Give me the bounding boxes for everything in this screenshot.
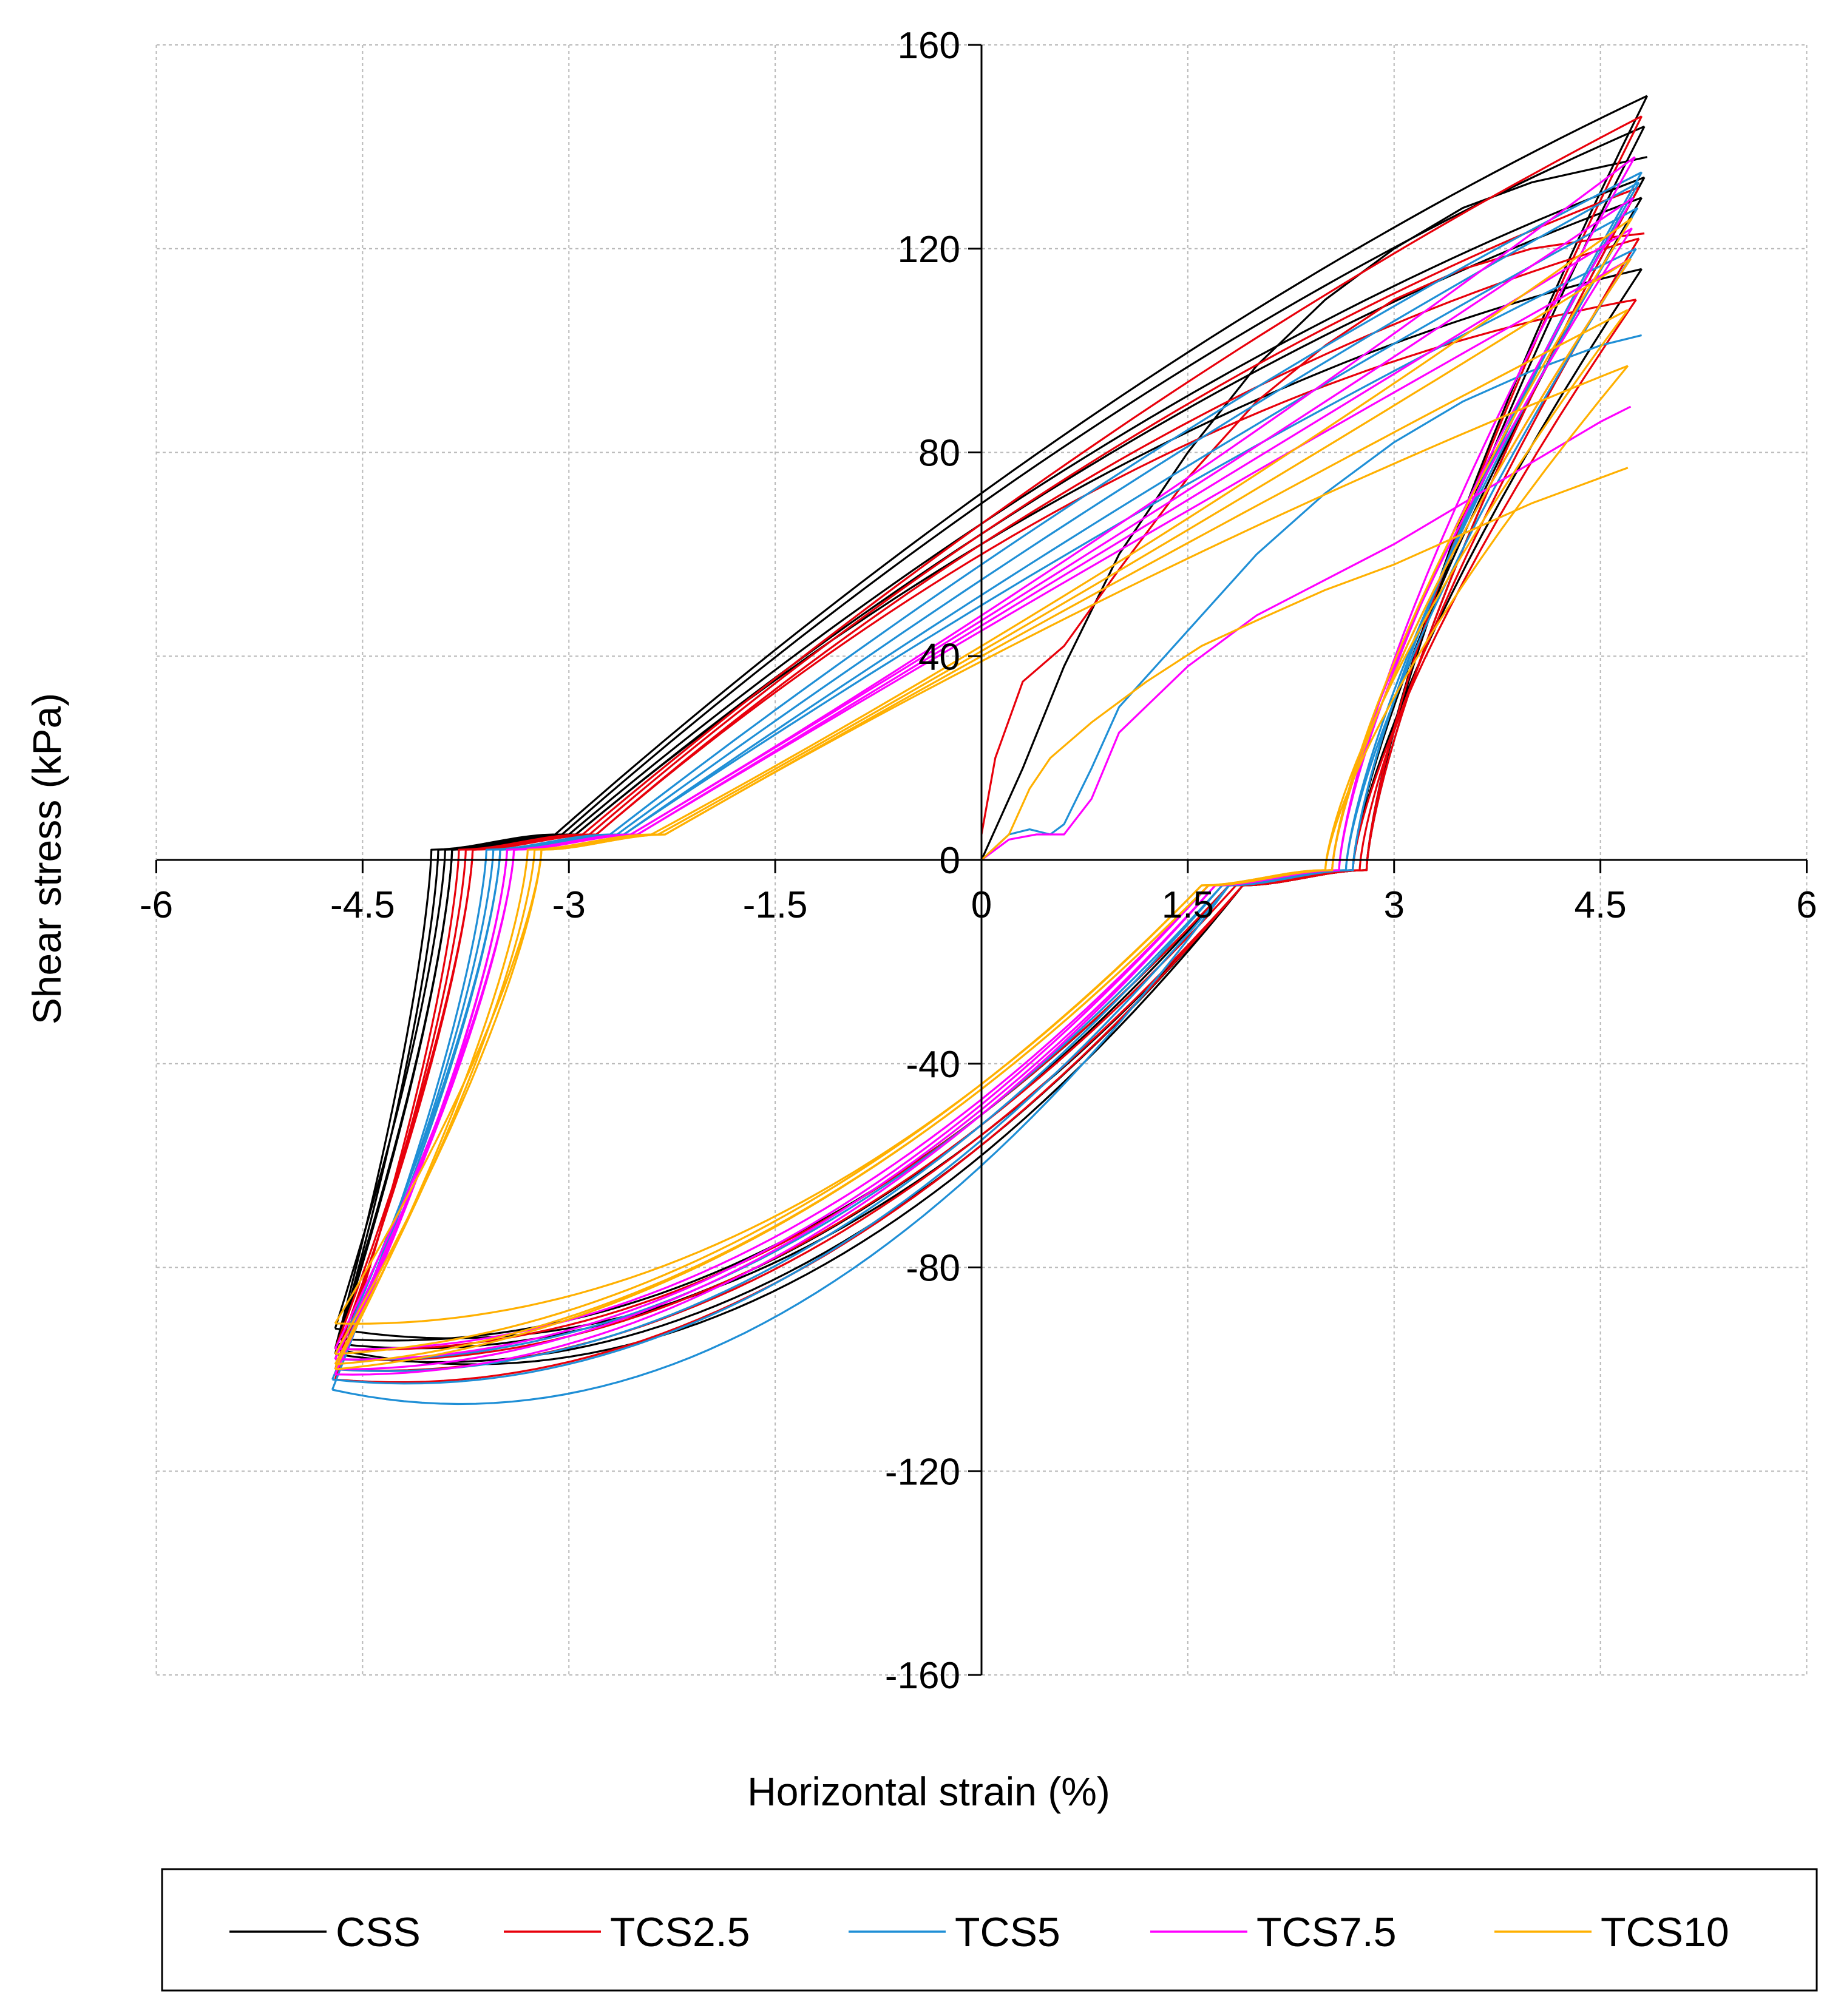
legend-label: TCS2.5 [610, 1909, 750, 1955]
x-tick-label: 3 [1384, 884, 1405, 926]
legend-box [161, 1868, 1818, 1992]
y-tick-label: 40 [918, 636, 960, 678]
reloading-branch-line [334, 125, 1645, 1355]
reloading-branch-line [334, 258, 1632, 1365]
y-tick-label: -160 [885, 1655, 960, 1697]
y-tick-label: -80 [906, 1248, 960, 1290]
initial-loading-line [980, 156, 1648, 861]
reloading-branch-line [334, 258, 1632, 1350]
y-tick-label: 80 [918, 433, 960, 475]
unloading-branch-line [335, 365, 1629, 1325]
series-tcs5 [331, 171, 1643, 1405]
x-tick-label: -4.5 [330, 884, 395, 926]
unloading-branch-line [335, 258, 1632, 1350]
unloading-branch-line [334, 177, 1646, 1339]
unloading-branch-line [335, 299, 1637, 1351]
reloading-branch-line [334, 217, 1633, 1370]
x-tick-label: -1.5 [743, 884, 808, 926]
series-css [334, 95, 1649, 1365]
legend: CSS TCS2.5 TCS5 TCS7.5 TCS10 [161, 1868, 1818, 1992]
reloading-branch-line [334, 299, 1636, 1350]
unloading-branch-line [335, 156, 1636, 1376]
reloading-branch-line [334, 115, 1643, 1380]
initial-loading-line [980, 232, 1645, 835]
unloading-branch-line [332, 181, 1640, 1385]
series-tcs2-5 [334, 115, 1645, 1384]
reloading-branch-line [331, 171, 1643, 1390]
legend-label: TCS10 [1601, 1909, 1729, 1955]
unloading-branch-line [334, 217, 1633, 1370]
y-tick-label: 160 [898, 25, 960, 67]
reloading-branch-line [334, 207, 1638, 1370]
unloading-branch-line [334, 115, 1643, 1384]
reloading-branch-line [334, 227, 1633, 1360]
x-tick-label: 6 [1796, 884, 1817, 926]
initial-loading-line [980, 467, 1629, 861]
x-tick-label: 1.5 [1162, 884, 1214, 926]
series-tcs7-5 [334, 156, 1636, 1376]
reloading-branch-line [334, 365, 1629, 1324]
x-axis-title: Horizontal strain (%) [747, 1769, 1110, 1814]
reloading-branch-line [334, 176, 1645, 1329]
reloading-branch-line [334, 186, 1639, 1370]
x-tick-label: 4.5 [1575, 884, 1627, 926]
reloading-branch-line [331, 181, 1639, 1380]
reloading-branch-line [337, 268, 1642, 1339]
unloading-branch-line [334, 95, 1649, 1365]
x-tick-label: -6 [140, 884, 173, 926]
initial-loading-line [980, 334, 1642, 861]
y-tick-label: 0 [940, 840, 960, 882]
series-tcs10 [334, 217, 1633, 1370]
x-tick-label: 0 [971, 884, 992, 926]
series-layer [331, 95, 1649, 1405]
unloading-branch-line [335, 207, 1639, 1372]
reloading-branch-line [334, 156, 1636, 1375]
y-axis-title: Shear stress (kPa) [24, 693, 69, 1025]
reloading-branch-line [334, 197, 1634, 1370]
y-tick-label: -120 [885, 1451, 960, 1493]
legend-label: TCS7.5 [1256, 1909, 1397, 1955]
unloading-branch-line [335, 248, 1637, 1361]
initial-loading-line [981, 405, 1632, 861]
reloading-branch-line [337, 197, 1643, 1344]
tick-labels: -6 -4.5 -3 -1.5 0 1.5 3 4.5 6 -160 -120 -80 -40 0 40 80… [140, 25, 1817, 1697]
unloading-branch-line [334, 258, 1632, 1365]
legend-label: CSS [336, 1909, 421, 1955]
legend-label: TCS5 [955, 1909, 1060, 1955]
x-tick-label: -3 [552, 884, 586, 926]
axes [155, 44, 1808, 1676]
y-tick-label: 120 [898, 229, 960, 271]
reloading-branch-line [334, 95, 1648, 1350]
unloading-branch-line [332, 172, 1643, 1405]
unloading-branch-line [337, 268, 1643, 1342]
unloading-branch-line [337, 197, 1643, 1350]
reloading-branch-line [334, 248, 1637, 1360]
unloading-branch-line [335, 228, 1633, 1361]
unloading-branch-line [335, 197, 1635, 1370]
y-tick-label: -40 [906, 1044, 960, 1086]
